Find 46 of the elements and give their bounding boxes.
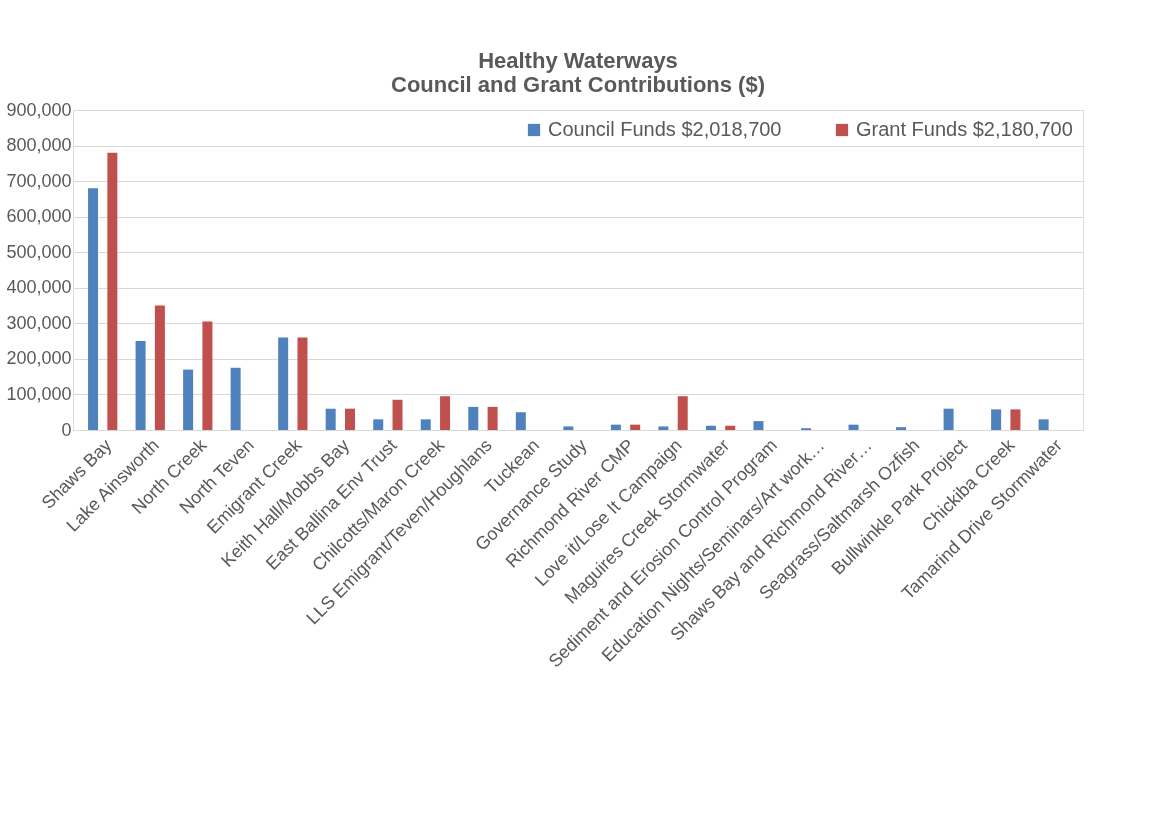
y-tick-label: 200,000 bbox=[6, 348, 72, 369]
y-tick-label: 900,000 bbox=[6, 99, 72, 120]
bar bbox=[753, 421, 764, 430]
y-tick-label: 500,000 bbox=[6, 241, 72, 262]
bar bbox=[392, 399, 403, 430]
bar bbox=[991, 409, 1002, 430]
legend-label: Grant Funds $2,180,700 bbox=[856, 118, 1073, 140]
y-tick-label: 800,000 bbox=[6, 135, 72, 156]
text: Healthy Waterways bbox=[478, 48, 678, 73]
text: Council and Grant Contributions ($) bbox=[391, 72, 765, 97]
y-tick-label: 0 bbox=[61, 419, 72, 440]
bar bbox=[420, 419, 431, 430]
bar bbox=[345, 408, 356, 430]
bar bbox=[202, 321, 213, 430]
bar bbox=[943, 408, 954, 430]
bar bbox=[154, 305, 165, 430]
y-tick-label: 600,000 bbox=[6, 206, 72, 227]
bar bbox=[440, 396, 451, 430]
bar bbox=[658, 426, 669, 430]
bar bbox=[487, 406, 498, 430]
bar bbox=[468, 406, 479, 430]
bar bbox=[135, 341, 146, 430]
bar bbox=[630, 424, 641, 430]
y-tick-label: 700,000 bbox=[6, 170, 72, 191]
bar bbox=[325, 408, 336, 430]
bar bbox=[896, 427, 907, 430]
y-tick-label: 100,000 bbox=[6, 383, 72, 404]
bar bbox=[677, 396, 688, 430]
y-tick-label: 300,000 bbox=[6, 312, 72, 333]
bar bbox=[725, 425, 736, 430]
bar bbox=[230, 367, 241, 430]
bar bbox=[610, 424, 621, 430]
bar bbox=[1038, 419, 1049, 430]
bar bbox=[705, 425, 716, 430]
bar bbox=[107, 152, 118, 430]
y-tick-label: 400,000 bbox=[6, 277, 72, 298]
bar bbox=[1010, 409, 1021, 430]
bar bbox=[563, 426, 574, 430]
bar bbox=[88, 188, 99, 430]
bar bbox=[278, 337, 289, 430]
bar bbox=[297, 337, 308, 430]
bar bbox=[373, 419, 384, 430]
legend-label: Council Funds $2,018,700 bbox=[548, 118, 782, 140]
bar bbox=[848, 424, 859, 430]
bar bbox=[183, 369, 194, 430]
bar bbox=[515, 412, 526, 430]
